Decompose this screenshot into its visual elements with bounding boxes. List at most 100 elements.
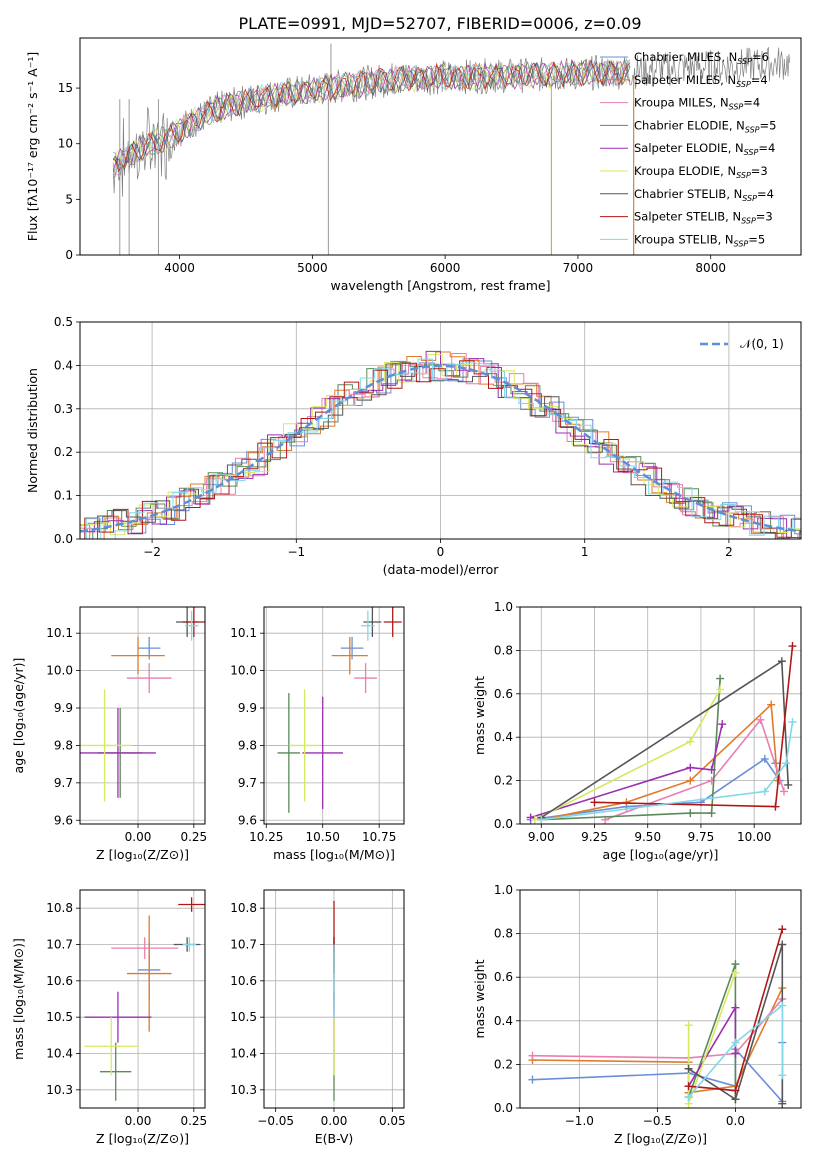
x-tick-label: 0.0: [726, 1114, 745, 1128]
model-line-5: [112, 60, 631, 169]
x-tick-label: 0: [437, 545, 445, 559]
weight-marker: [777, 657, 786, 666]
x-tick-label: 8000: [695, 261, 726, 275]
weight-line-8: [687, 1003, 784, 1098]
axes-frame: [79, 889, 206, 1109]
legend-entry: Salpeter STELIB, NSSP=3: [634, 210, 773, 226]
weight-marker: [684, 1093, 693, 1102]
y-axis-label: mass weight: [472, 676, 487, 755]
y-tick-label: 0: [65, 248, 73, 262]
weight-marker: [731, 968, 740, 977]
weight-line-8: [541, 721, 794, 821]
plot-area: [528, 925, 787, 1108]
legend-entry: Kroupa ELODIE, NSSP=3: [634, 164, 768, 180]
weight-marker: [731, 1038, 740, 1047]
axes-frame: [79, 321, 802, 540]
weight-marker: [778, 925, 787, 934]
y-tick-label: 10.6: [230, 974, 257, 988]
y-tick-label: 10.7: [230, 938, 257, 952]
weight-marker: [731, 1086, 740, 1095]
y-tick-label: 10.0: [230, 664, 257, 678]
plot-area: [112, 43, 791, 255]
y-tick-label: 0.2: [494, 774, 513, 788]
axes-frame: [519, 606, 802, 825]
x-tick-label: 0.00: [125, 830, 152, 844]
panel-residuals: −2 −1 0 1 2 0.0 0.1 0.2 0.3 0.4 0.5 (data-model)/er…: [25, 315, 802, 577]
weight-marker: [526, 813, 535, 822]
y-axis-label: Normed distribution: [25, 368, 40, 493]
panel-spectrum: 4000 5000 6000 7000 8000 0 5 10 15 wavelength [An…: [25, 37, 802, 293]
histogram-step-6: [80, 363, 801, 539]
weight-marker: [528, 1051, 537, 1060]
weight-marker: [537, 815, 546, 824]
panel-mass-z: 0.00 0.25 10.3 10.4 10.5 10.6 10.7 10.8 Z [log₁₀…: [11, 889, 207, 1146]
y-tick-label: 10: [58, 137, 73, 151]
y-tick-label: 9.8: [54, 738, 73, 752]
weight-marker: [778, 940, 787, 949]
x-tick-label: 9.25: [581, 830, 608, 844]
histogram-step-5: [80, 354, 801, 536]
y-tick-label: 0.3: [54, 402, 73, 416]
axes-frame: [519, 889, 802, 1109]
weight-marker: [778, 1071, 787, 1080]
x-tick-label: −2: [143, 545, 161, 559]
y-tick-label: 0.0: [494, 1101, 513, 1115]
y-tick-label: 0.1: [54, 489, 73, 503]
histogram-step-3: [80, 361, 801, 539]
y-tick-label: 0.0: [54, 532, 73, 546]
x-tick-label: 2: [725, 545, 733, 559]
weight-line-2: [532, 998, 783, 1059]
y-tick-label: 0.4: [494, 730, 513, 744]
x-axis-label: Z [log₁₀(Z/Z⊙)]: [96, 1131, 189, 1146]
axes-frame: [263, 606, 405, 825]
weight-marker: [590, 798, 599, 807]
x-axis-label: Z [log₁₀(Z/Z⊙)]: [96, 847, 189, 862]
weight-marker: [756, 715, 765, 724]
x-tick-label: 0.00: [125, 1114, 152, 1128]
weight-line-2: [604, 718, 785, 821]
x-axis-label: mass [log₁₀(M/M⊙)]: [273, 847, 395, 862]
y-axis-label: Flux [fλ10⁻¹⁷ erg cm⁻² s⁻¹ A⁻¹]: [25, 52, 40, 241]
legend-entry: Chabrier MILES, NSSP=6: [634, 50, 769, 66]
weight-marker: [731, 1095, 740, 1104]
x-tick-label: 0.00: [321, 1114, 348, 1128]
y-tick-label: 9.9: [54, 701, 73, 715]
x-axis-label: wavelength [Angstrom, rest frame]: [330, 278, 550, 293]
y-tick-label: 1.0: [494, 600, 513, 614]
y-tick-label: 9.9: [238, 701, 257, 715]
y-tick-label: 0.2: [54, 445, 73, 459]
y-tick-label: 10.4: [46, 1047, 73, 1061]
histogram-step-7: [80, 360, 801, 539]
x-tick-label: 0.25: [180, 1114, 207, 1128]
weight-marker: [731, 960, 740, 969]
model-line-0: [113, 59, 631, 172]
panel-mass-ebv: −0.05 0.00 0.05 10.3 10.4 10.5 10.6 10.7 10.8 E(B…: [230, 889, 406, 1146]
x-tick-label: 5000: [297, 261, 328, 275]
y-tick-label: 10.8: [230, 901, 257, 915]
y-tick-label: 10.3: [230, 1083, 257, 1097]
y-tick-label: 10.1: [46, 626, 73, 640]
weight-line-3: [541, 678, 721, 821]
plot-area: [84, 897, 205, 1101]
legend-entry: Salpeter MILES, NSSP=4: [634, 73, 768, 89]
y-axis-label: mass weight: [472, 959, 487, 1038]
weight-marker: [778, 1099, 787, 1108]
x-tick-label: 6000: [430, 261, 461, 275]
x-tick-label: −0.05: [257, 1114, 294, 1128]
weight-marker: [684, 1021, 693, 1030]
y-tick-label: 10.8: [46, 901, 73, 915]
x-tick-label: 4000: [164, 261, 195, 275]
x-tick-label: 0.05: [379, 1114, 406, 1128]
y-tick-label: 15: [58, 81, 73, 95]
x-tick-label: 9.75: [688, 830, 715, 844]
axes-frame: [79, 37, 802, 256]
weight-marker: [760, 787, 769, 796]
y-tick-label: 0.2: [494, 1057, 513, 1071]
weight-marker: [731, 1003, 740, 1012]
plot-area: [277, 607, 402, 813]
x-tick-label: 9.50: [634, 830, 661, 844]
weight-marker: [716, 674, 725, 683]
axes-frame: [79, 606, 206, 825]
